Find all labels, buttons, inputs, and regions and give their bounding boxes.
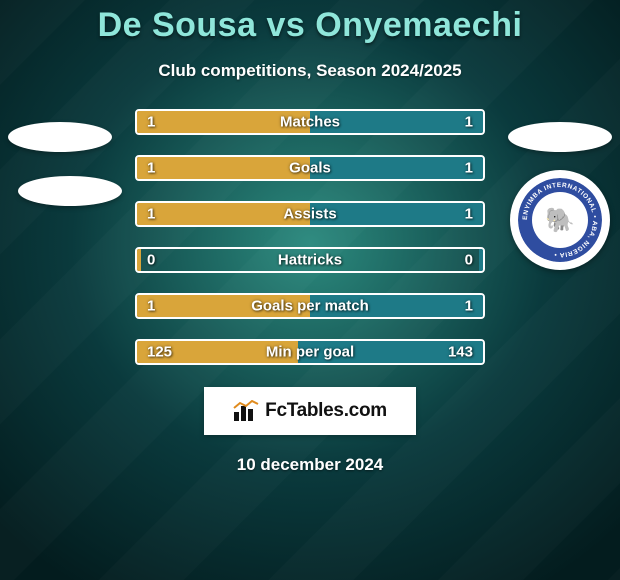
stat-value-left: 125 xyxy=(147,344,172,361)
stat-value-left: 1 xyxy=(147,298,155,315)
page-title: De Sousa vs Onyemaechi xyxy=(0,6,620,45)
stat-value-left: 1 xyxy=(147,206,155,223)
left-placeholder-ellipse-1 xyxy=(8,122,112,152)
brand-text: FcTables.com xyxy=(265,400,387,422)
stat-value-right: 1 xyxy=(465,206,473,223)
stat-value-right: 0 xyxy=(465,252,473,269)
stat-label: Matches xyxy=(280,114,340,131)
right-club-badge: ENYIMBA INTERNATIONAL • ABA, NIGERIA • 🐘 xyxy=(510,170,610,270)
stat-fill-right xyxy=(310,157,483,179)
stat-value-left: 1 xyxy=(147,114,155,131)
stat-label: Assists xyxy=(283,206,336,223)
right-placeholder-ellipse xyxy=(508,122,612,152)
stat-bar: 1 1 Assists xyxy=(135,201,485,227)
stat-label: Goals per match xyxy=(251,298,369,315)
stat-bar: 1 1 Matches xyxy=(135,109,485,135)
stat-bar: 1 1 Goals per match xyxy=(135,293,485,319)
stat-value-right: 1 xyxy=(465,298,473,315)
stat-fill-left xyxy=(137,157,310,179)
stat-bar: 1 1 Goals xyxy=(135,155,485,181)
stat-value-left: 0 xyxy=(147,252,155,269)
stat-bar: 125 143 Min per goal xyxy=(135,339,485,365)
stat-fill-left xyxy=(137,249,141,271)
stat-bar: 0 0 Hattricks xyxy=(135,247,485,273)
stat-value-right: 143 xyxy=(448,344,473,361)
brand-icon xyxy=(233,400,259,422)
stat-value-right: 1 xyxy=(465,114,473,131)
badge-center-icon: 🐘 xyxy=(532,192,588,248)
stat-fill-right xyxy=(479,249,483,271)
stat-label: Goals xyxy=(289,160,331,177)
left-placeholder-ellipse-2 xyxy=(18,176,122,206)
stat-bars: 1 1 Matches 1 1 Goals 1 1 Assists 0 0 Hattricks 1 1 Go… xyxy=(135,109,485,365)
subtitle: Club competitions, Season 2024/2025 xyxy=(0,61,620,81)
stat-value-right: 1 xyxy=(465,160,473,177)
stat-label: Min per goal xyxy=(266,344,354,361)
stat-value-left: 1 xyxy=(147,160,155,177)
date-text: 10 december 2024 xyxy=(0,455,620,475)
branding-plate: FcTables.com xyxy=(204,387,416,435)
stat-label: Hattricks xyxy=(278,252,342,269)
